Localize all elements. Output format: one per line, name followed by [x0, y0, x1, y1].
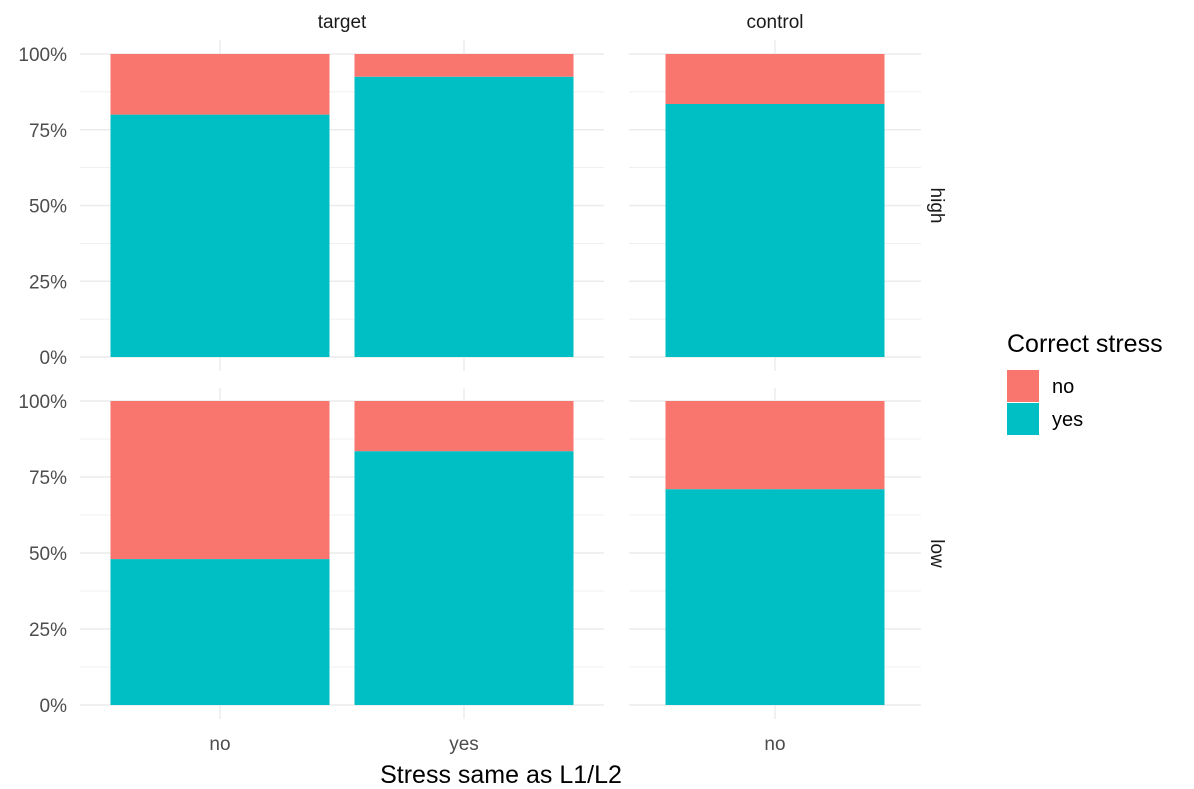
bar-segment-yes [355, 77, 574, 357]
legend-title: Correct stress [1007, 330, 1163, 358]
y-tick-label: 100% [18, 392, 67, 413]
bar-segment-yes [111, 559, 330, 705]
legend: Correct stress no yes [1007, 330, 1163, 435]
y-tick-label: 25% [29, 272, 67, 293]
facet-column-label: target [318, 12, 367, 33]
y-tick-label: 0% [40, 696, 68, 717]
bar-segment-yes [666, 489, 885, 705]
bar-segment-yes [355, 451, 574, 705]
x-tick-label: no [209, 734, 230, 755]
y-tick-label: 75% [29, 468, 67, 489]
facet-row-label: low [926, 539, 947, 568]
bar-segment-yes [666, 104, 885, 357]
y-tick-label: 0% [40, 348, 68, 369]
bar-segment-no [355, 54, 574, 77]
legend-swatch-no [1007, 370, 1039, 402]
y-tick-label: 100% [18, 45, 67, 66]
bar-segment-no [355, 401, 574, 451]
y-tick-label: 75% [29, 121, 67, 142]
facet-row-label: high [926, 188, 947, 224]
bar-layer [111, 54, 885, 705]
facet-column-label: control [746, 12, 803, 33]
x-axis-title: Stress same as L1/L2 [380, 761, 622, 789]
bar-segment-yes [111, 115, 330, 357]
bar-segment-no [111, 54, 330, 115]
legend-label-no: no [1052, 376, 1074, 398]
y-tick-label: 25% [29, 620, 67, 641]
legend-swatch-yes [1007, 403, 1039, 435]
bar-segment-no [666, 54, 885, 104]
x-tick-label: yes [449, 734, 479, 755]
x-tick-label: no [764, 734, 785, 755]
legend-label-yes: yes [1052, 409, 1083, 431]
y-tick-label: 50% [29, 544, 67, 565]
bar-segment-no [666, 401, 885, 489]
y-tick-label: 50% [29, 197, 67, 218]
bar-segment-no [111, 401, 330, 559]
